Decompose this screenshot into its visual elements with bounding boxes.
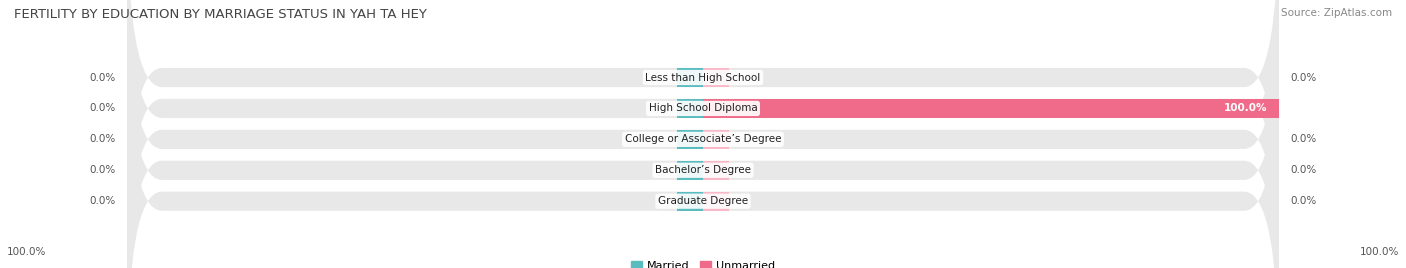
Text: 100.0%: 100.0%: [1223, 103, 1267, 113]
Text: High School Diploma: High School Diploma: [648, 103, 758, 113]
Text: 0.0%: 0.0%: [1291, 134, 1316, 144]
FancyBboxPatch shape: [127, 0, 1279, 254]
Text: 0.0%: 0.0%: [1291, 73, 1316, 83]
Text: 0.0%: 0.0%: [90, 165, 115, 175]
Text: 0.0%: 0.0%: [90, 73, 115, 83]
Text: College or Associate’s Degree: College or Associate’s Degree: [624, 134, 782, 144]
Text: 0.0%: 0.0%: [1291, 196, 1316, 206]
Text: 0.0%: 0.0%: [90, 103, 115, 113]
FancyBboxPatch shape: [127, 0, 1279, 268]
Bar: [703, 192, 728, 211]
Text: 100.0%: 100.0%: [1360, 247, 1399, 257]
Text: 100.0%: 100.0%: [7, 247, 46, 257]
Text: Source: ZipAtlas.com: Source: ZipAtlas.com: [1281, 8, 1392, 18]
FancyBboxPatch shape: [127, 0, 1279, 268]
FancyBboxPatch shape: [127, 0, 1279, 268]
Bar: [703, 130, 728, 149]
Bar: [678, 130, 703, 149]
Bar: [678, 192, 703, 211]
Text: Less than High School: Less than High School: [645, 73, 761, 83]
Text: Graduate Degree: Graduate Degree: [658, 196, 748, 206]
Bar: [703, 99, 1279, 118]
Bar: [703, 161, 728, 180]
Legend: Married, Unmarried: Married, Unmarried: [627, 256, 779, 268]
Bar: [678, 68, 703, 87]
FancyBboxPatch shape: [127, 25, 1279, 268]
Bar: [703, 68, 728, 87]
Text: 0.0%: 0.0%: [90, 196, 115, 206]
Text: 0.0%: 0.0%: [1291, 165, 1316, 175]
Text: Bachelor’s Degree: Bachelor’s Degree: [655, 165, 751, 175]
Bar: [678, 161, 703, 180]
Text: FERTILITY BY EDUCATION BY MARRIAGE STATUS IN YAH TA HEY: FERTILITY BY EDUCATION BY MARRIAGE STATU…: [14, 8, 427, 21]
Text: 0.0%: 0.0%: [90, 134, 115, 144]
Bar: [678, 99, 703, 118]
